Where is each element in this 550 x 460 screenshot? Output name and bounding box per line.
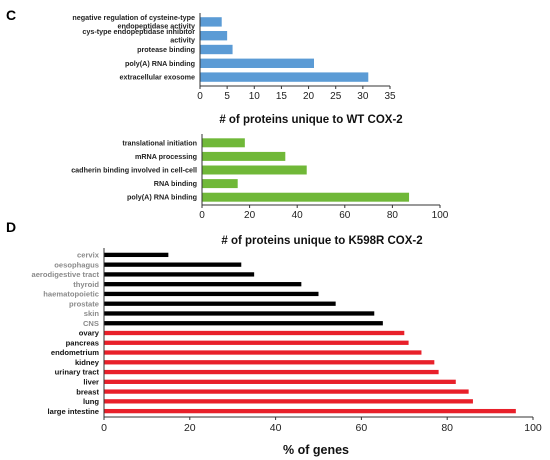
chart-d-bar: [104, 252, 169, 258]
chart-d-category-label: kidney: [75, 358, 100, 367]
chart-c-wt-x-tick-label: 25: [330, 91, 342, 102]
chart-d-bar: [104, 369, 439, 375]
chart-c-k598r-cox2: translational initiation mRNA processing c…: [71, 134, 449, 221]
chart-c-wt-x-tick-label: 10: [249, 91, 261, 102]
chart-c-k598r-x-tick-label: 100: [432, 210, 449, 221]
chart-c-wt-bar: [200, 17, 222, 27]
chart-d-bar: [104, 272, 255, 277]
chart-d-category-label: prostate: [69, 299, 99, 308]
chart-d-bar: [104, 330, 405, 336]
chart-c-wt-x-tick-label: 15: [276, 91, 288, 102]
chart-d-x-tick-label: 80: [441, 422, 453, 434]
chart-d-category-label: liver: [83, 377, 99, 386]
chart-d-bar: [104, 282, 302, 287]
chart-c-wt-bar: [200, 44, 233, 55]
panel-d-letter: D: [6, 219, 16, 235]
chart-c-k598r-category-label: translational initiation: [122, 138, 197, 147]
panel-c-letter: C: [6, 7, 16, 23]
chart-d-bar: [104, 291, 319, 297]
chart-d-category-label: pancreas: [66, 338, 99, 347]
chart-d-x-tick-label: 100: [524, 422, 542, 434]
chart-c-k598r-x-tick-label: 0: [199, 210, 205, 221]
chart-d-category-label: endometrium: [51, 348, 99, 357]
chart-c-k598r-x-axis-title: # of proteins unique to K598R COX-2: [221, 235, 422, 247]
chart-d-bar: [104, 262, 242, 267]
chart-c-k598r-x-tick-label: 20: [244, 210, 256, 221]
chart-d-x-axis-title: % of genes: [283, 443, 349, 457]
chart-c-k598r-x-tick-label: 60: [339, 210, 351, 221]
chart-d-x-tick-label: 20: [184, 422, 196, 434]
chart-d-x-tick-label: 60: [356, 422, 368, 434]
chart-d-x-tick-label: 0: [101, 422, 107, 434]
chart-d-x-tick-label: 40: [270, 422, 282, 434]
chart-d-bar: [104, 321, 383, 326]
chart-c-k598r-bar: [202, 138, 245, 148]
chart-c-k598r-x-tick-label: 80: [387, 210, 399, 221]
chart-d-bar: [104, 389, 469, 394]
chart-d-category-label: lung: [83, 397, 99, 406]
chart-d-category-label: oesophagus: [54, 260, 99, 269]
chart-c-wt-category-label: negative regulation of cysteine-type endo…: [72, 13, 195, 30]
chart-c-wt-x-tick-label: 30: [357, 91, 369, 102]
chart-c-wt-x-tick-label: 0: [197, 91, 203, 102]
chart-c-wt-category-label: poly(A) RNA binding: [125, 59, 195, 68]
chart-d-bar: [104, 301, 336, 306]
chart-d-category-label: large intestine: [48, 407, 99, 416]
chart-d-bar: [104, 379, 456, 384]
chart-d-bar: [104, 399, 473, 404]
chart-d-bar: [104, 340, 409, 345]
chart-c-k598r-category-label: cadherin binding involved in cell-cell: [71, 166, 197, 175]
chart-c-wt-x-tick-label: 5: [224, 91, 230, 102]
chart-c-wt-x-axis-title: # of proteins unique to WT COX-2: [219, 114, 402, 126]
chart-d-category-label: breast: [76, 387, 99, 396]
chart-c-wt-x-tick-label: 20: [303, 91, 315, 102]
chart-d-bar: [104, 360, 435, 365]
chart-c-k598r-category-label: poly(A) RNA binding: [127, 193, 197, 202]
chart-d-category-label: skin: [84, 309, 100, 318]
chart-d-category-label: cervix: [77, 251, 100, 260]
chart-d-category-label: thyroid: [73, 280, 99, 289]
chart-c-k598r-category-label: mRNA processing: [135, 152, 197, 161]
chart-c-wt-category-label: cys-type endopeptidase inhibitor activity: [82, 27, 195, 44]
chart-c-wt-bar: [200, 58, 314, 68]
chart-d-category-label: aerodigestive tract: [31, 270, 99, 279]
chart-c-k598r-bar: [202, 151, 286, 161]
chart-d-bar: [104, 350, 422, 355]
chart-d-category-label: CNS: [83, 319, 99, 328]
chart-c-k598r-bar: [202, 165, 307, 175]
chart-d-bar: [104, 408, 516, 414]
chart-c-k598r-bar: [202, 179, 238, 189]
chart-c-wt-cox2: negative regulation of cysteine-type endo…: [72, 13, 396, 102]
chart-d-bar: [104, 311, 375, 316]
chart-c-k598r-x-tick-label: 40: [292, 210, 304, 221]
chart-c-wt-x-tick-label: 35: [384, 91, 396, 102]
chart-c-wt-bar: [200, 31, 228, 41]
chart-d-category-label: urinary tract: [55, 368, 100, 377]
chart-c-wt-category-label: protease binding: [137, 45, 195, 54]
chart-c-k598r-category-label: RNA binding: [154, 179, 197, 188]
chart-d-category-label: ovary: [79, 329, 100, 338]
chart-d-category-label: haematopoietic: [43, 290, 99, 299]
chart-c-wt-category-label: extracellular exosome: [119, 73, 195, 82]
chart-c-k598r-bar: [202, 192, 410, 202]
chart-c-wt-bar: [200, 72, 369, 82]
